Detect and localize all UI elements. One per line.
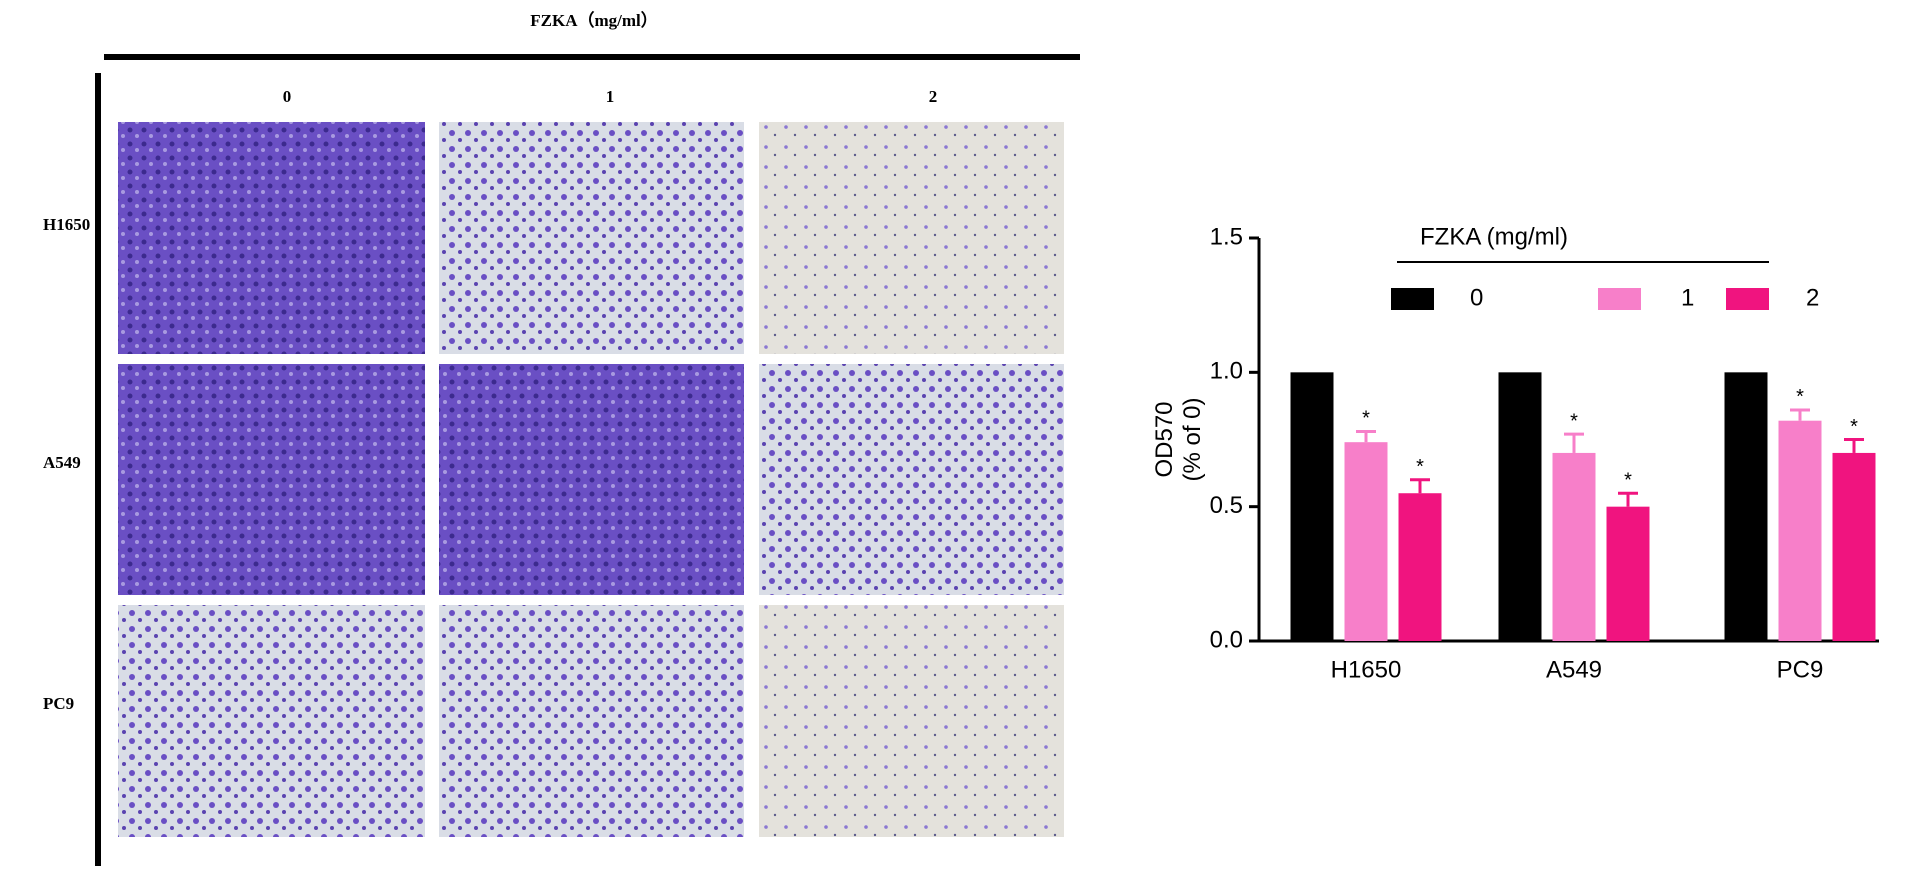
micrographs: [118, 122, 1064, 837]
panel-title: FZKA（mg/ml）: [530, 10, 658, 30]
legend-title: FZKA (mg/ml): [1420, 223, 1568, 250]
significance-marker: *: [1796, 386, 1804, 408]
column-label: 0: [283, 87, 292, 106]
legend-label: 2: [1806, 284, 1819, 311]
significance-marker: *: [1362, 408, 1370, 430]
bar: [1552, 452, 1596, 641]
error-bar: [1790, 408, 1810, 421]
y-tick-label: 0.0: [1210, 626, 1243, 653]
bar: [1778, 420, 1822, 641]
column-label: 1: [606, 87, 615, 106]
error-bar: [1844, 438, 1864, 453]
column-label: 2: [929, 87, 938, 106]
micrograph: [118, 364, 425, 595]
x-tick-label: PC9: [1777, 656, 1824, 683]
y-axis-label-line: OD570: [1151, 401, 1178, 477]
row-label: H1650: [43, 215, 90, 234]
y-axis-label-line: (% of 0): [1179, 397, 1206, 481]
y-tick-label: 1.0: [1210, 358, 1243, 385]
error-bar: [1356, 429, 1376, 443]
legend-swatch: [1598, 288, 1641, 310]
micrograph: [759, 364, 1064, 595]
micrograph: [439, 605, 744, 837]
micrograph: [439, 122, 744, 354]
row-label: A549: [43, 453, 81, 472]
micrograph: [759, 122, 1064, 354]
y-axis-label: OD570(% of 0): [1151, 397, 1206, 481]
micrograph: [118, 122, 425, 354]
bar: [1344, 442, 1388, 641]
bar: [1398, 493, 1442, 641]
bar: [1606, 506, 1650, 641]
significance-marker: *: [1850, 416, 1858, 438]
y-tick-label: 0.5: [1210, 492, 1243, 519]
significance-marker: *: [1416, 456, 1424, 478]
error-bar: [1564, 432, 1584, 453]
legend-label: 0: [1470, 284, 1483, 311]
x-tick-label: A549: [1546, 656, 1602, 683]
significance-marker: *: [1570, 410, 1578, 432]
legend-swatch: [1391, 288, 1434, 310]
error-bar: [1410, 478, 1430, 494]
bar: [1724, 372, 1768, 641]
error-bar: [1618, 491, 1638, 507]
bar: [1832, 452, 1876, 641]
y-tick-label: 1.5: [1210, 223, 1243, 250]
x-tick-label: H1650: [1331, 656, 1402, 683]
legend-label: 1: [1681, 284, 1694, 311]
legend-swatch: [1726, 288, 1769, 310]
bar: [1290, 372, 1334, 641]
significance-marker: *: [1624, 470, 1632, 492]
micrograph: [759, 605, 1064, 837]
bar: [1498, 372, 1542, 641]
micrograph: [118, 605, 425, 837]
row-label: PC9: [43, 694, 74, 713]
micrograph: [439, 364, 744, 595]
